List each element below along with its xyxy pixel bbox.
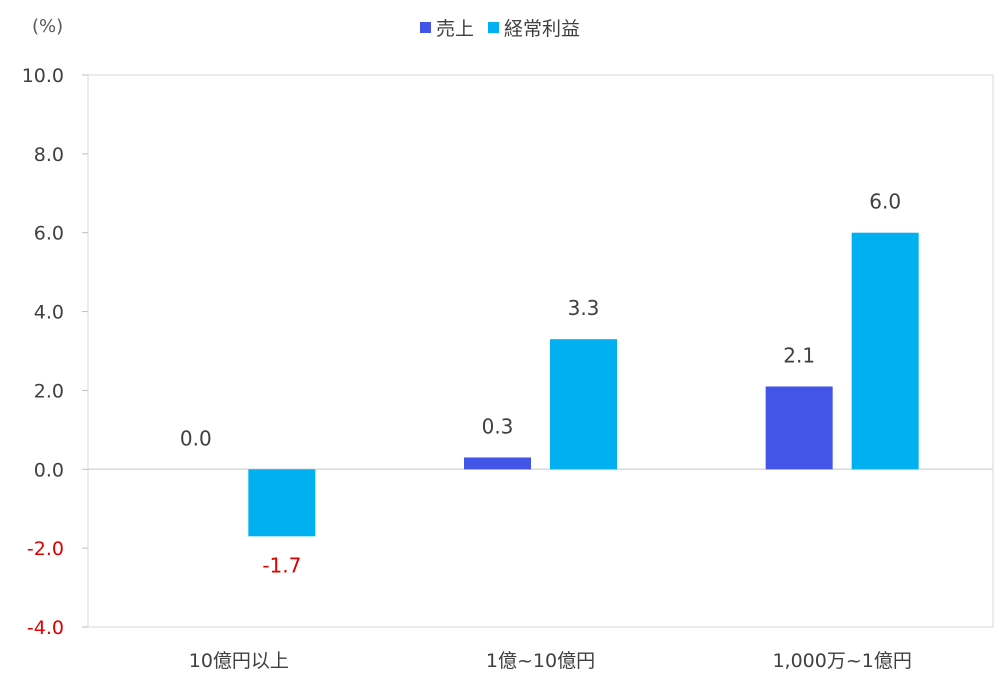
y-tick-label: 4.0 (34, 302, 64, 324)
data-label: 6.0 (869, 190, 901, 214)
data-label: 2.1 (783, 343, 815, 367)
y-tick-label: 8.0 (34, 144, 64, 166)
legend-swatch-sales (420, 22, 431, 33)
legend-item-ordinary-profit: 経常利益 (488, 14, 580, 41)
y-tick-label: 0.0 (34, 459, 64, 481)
y-tick-label: 10.0 (22, 65, 64, 87)
x-category-label: 1,000万~1億円 (772, 650, 911, 672)
legend-swatch-ordinary-profit (488, 22, 500, 33)
legend: 売上 経常利益 (420, 14, 594, 41)
data-label: 0.3 (482, 414, 514, 438)
y-tick-label: -4.0 (27, 617, 64, 639)
bar-sales (765, 386, 833, 470)
y-axis-unit-label: (%) (32, 16, 64, 37)
y-tick-label: -2.0 (27, 538, 64, 560)
data-label: 3.3 (568, 296, 600, 320)
data-label: 0.0 (180, 426, 212, 450)
x-category-label: 1億~10億円 (486, 650, 595, 672)
legend-label-sales: 売上 (436, 18, 475, 40)
bar-sales (464, 457, 531, 470)
bar-ordinary-profit (851, 232, 919, 470)
legend-label-ordinary-profit: 経常利益 (504, 18, 581, 40)
bar-ordinary-profit (248, 469, 316, 537)
plot-area-border (87, 74, 994, 628)
bar-ordinary-profit (550, 339, 617, 470)
y-tick-label: 6.0 (34, 223, 64, 245)
y-tick-label: 2.0 (34, 380, 64, 402)
legend-item-sales: 売上 (420, 14, 474, 41)
x-category-label: 10億円以上 (189, 650, 289, 672)
data-label: -1.7 (262, 553, 301, 577)
